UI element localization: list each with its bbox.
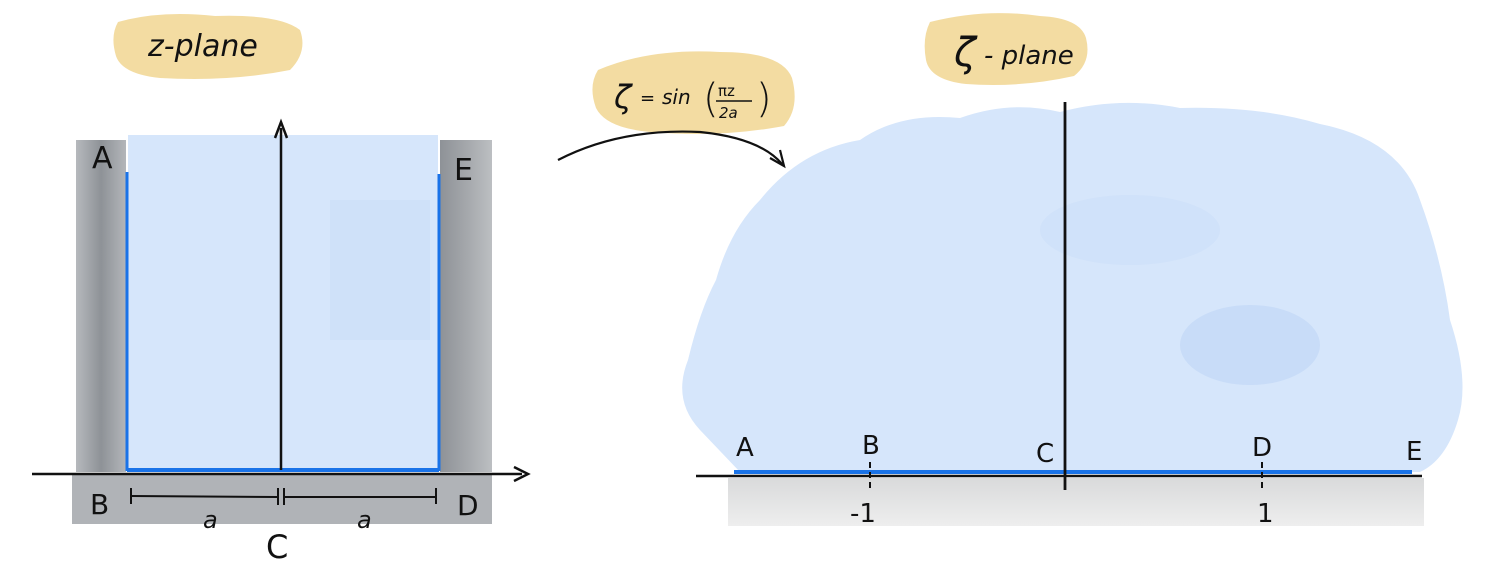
z-label-B: B: [90, 488, 109, 521]
z-label-C: C: [266, 528, 288, 565]
zeta-label-A: A: [736, 433, 754, 463]
upper-half-plane-region: [682, 102, 1463, 472]
mapping-panel: ζ = sin ( πz 2a ): [557, 51, 795, 169]
z-plane-title-highlight: [113, 14, 303, 79]
z-plane-panel: z-plane A E B D C a a: [32, 14, 531, 566]
zeta-tick-label-minus-one: -1: [850, 499, 876, 529]
zeta-label-D: D: [1252, 433, 1272, 463]
mapping-highlight: [592, 51, 795, 134]
zeta-tick-label-one: 1: [1257, 499, 1274, 529]
z-plane-title: z-plane: [147, 29, 258, 64]
z-label-D: D: [457, 489, 479, 522]
region-tone-2: [1040, 195, 1220, 265]
mapping-sin: sin: [662, 85, 691, 109]
mapping-lparen: (: [703, 76, 719, 122]
mapping-arrow-curve: [557, 130, 783, 165]
z-label-a-left: a: [203, 506, 218, 534]
z-label-A: A: [92, 141, 113, 176]
region-tone-1: [1180, 305, 1320, 385]
z-label-a-right: a: [357, 506, 372, 534]
mapping-denominator: 2a: [719, 104, 738, 122]
right-wall: [440, 140, 492, 472]
z-lower-band: [72, 474, 492, 524]
mapping-numerator: πz: [718, 82, 735, 100]
zeta-label-C: C: [1036, 439, 1054, 469]
zeta-plane-title-highlight: [924, 13, 1088, 85]
z-strip-region-tone: [330, 200, 430, 340]
dim-left-line: [130, 495, 278, 498]
z-imag-axis-arrow: [273, 118, 289, 139]
zeta-lower-band: [728, 478, 1424, 526]
left-wall: [76, 140, 126, 472]
mapping-zeta: ζ: [613, 78, 633, 116]
zeta-label-B: B: [862, 431, 880, 461]
zeta-plane-title-symbol: ζ: [953, 30, 978, 76]
zeta-label-E: E: [1406, 437, 1422, 467]
zeta-plane-title-word: - plane: [984, 41, 1074, 71]
mapping-equals: =: [640, 88, 655, 109]
z-real-axis-arrow: [513, 465, 531, 483]
mapping-arrow-head: [769, 149, 786, 169]
mapping-rparen: ): [756, 76, 772, 122]
z-label-E: E: [454, 153, 473, 188]
zeta-plane-panel: ζ - plane A B C D E -1 1: [682, 13, 1463, 529]
